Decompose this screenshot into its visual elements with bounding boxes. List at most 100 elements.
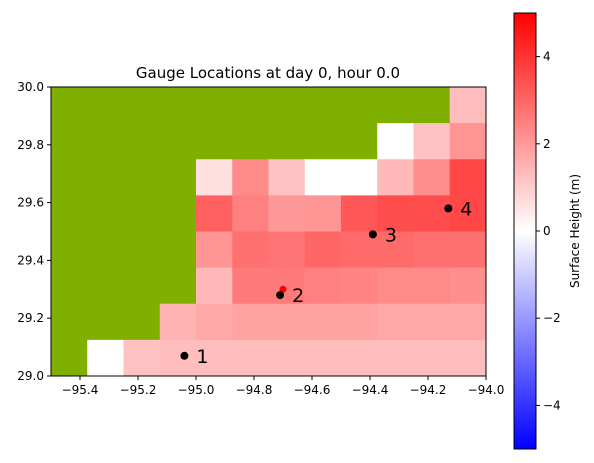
- land-cell: [87, 123, 124, 160]
- heatmap-cell: [413, 231, 451, 269]
- gauge-markers: 1 2 3 4: [180, 198, 472, 368]
- land-cell: [87, 303, 124, 341]
- land-cell: [123, 123, 161, 160]
- colorbar: −4 −2 0 2 4 Surface Height (m): [513, 12, 582, 450]
- heatmap-cell: [304, 303, 342, 341]
- colorbar-ticks: −4 −2 0 2 4: [536, 50, 561, 412]
- y-tick-label: 29.2: [17, 311, 44, 325]
- heatmap-cell: [159, 339, 197, 377]
- heatmap-cell: [377, 339, 414, 377]
- heatmap-cell: [268, 231, 306, 269]
- y-tick-label: 29.8: [17, 138, 44, 152]
- heatmap-cell: [449, 231, 487, 269]
- land-cell: [123, 159, 161, 196]
- colorbar-label: Surface Height (m): [568, 174, 582, 288]
- heatmap-cell: [232, 267, 269, 305]
- y-tick-label: 29.0: [17, 369, 44, 383]
- heatmap-cell: [196, 339, 233, 377]
- heatmap-cell: [304, 159, 342, 196]
- x-tick-label: −95.4: [62, 383, 99, 397]
- heatmap-cell: [123, 339, 161, 377]
- land-cell: [268, 123, 306, 160]
- heatmap-cell: [159, 303, 197, 341]
- land-cell: [159, 195, 197, 232]
- land-cell: [377, 87, 414, 124]
- heatmap-cell: [232, 159, 269, 196]
- heatmap-cell: [196, 267, 233, 305]
- chart-title: Gauge Locations at day 0, hour 0.0: [136, 64, 400, 82]
- heatmap-cell: [449, 267, 487, 305]
- plot-area: 1 2 3 4: [50, 86, 487, 377]
- heatmap-cell: [449, 303, 487, 341]
- heatmap-cell: [268, 159, 306, 196]
- heatmap-cell: [232, 231, 269, 269]
- heatmap-cell: [232, 339, 269, 377]
- land-cell: [87, 159, 124, 196]
- heatmap-cell: [377, 231, 414, 269]
- land-cell: [341, 123, 378, 160]
- heatmap-cell: [449, 87, 487, 124]
- x-tick-label: −94.2: [410, 383, 447, 397]
- heatmap-cell: [304, 231, 342, 269]
- heatmap-cell: [413, 195, 451, 232]
- land-cell: [87, 267, 124, 305]
- land-cell: [123, 303, 161, 341]
- heatmap-cell: [304, 267, 342, 305]
- heatmap-cell: [449, 159, 487, 196]
- land-cell: [159, 159, 197, 196]
- land-cell: [51, 339, 88, 377]
- heatmap-cell: [268, 267, 306, 305]
- heatmap-cell: [449, 339, 487, 377]
- gauge-label: 2: [292, 285, 304, 307]
- colorbar-gradient: [513, 12, 537, 450]
- heatmap-cell: [196, 231, 233, 269]
- heatmap-cell: [341, 159, 378, 196]
- x-tick-label: −94.0: [468, 383, 505, 397]
- gauge-marker: [180, 351, 189, 360]
- heatmap-cell: [341, 303, 378, 341]
- land-cell: [87, 87, 124, 124]
- land-cell: [87, 195, 124, 232]
- heatmap-cell: [341, 339, 378, 377]
- gauge-label: 4: [460, 198, 472, 220]
- y-tick-label: 30.0: [17, 80, 44, 94]
- land-cell: [51, 123, 88, 160]
- colorbar-tick-label: −2: [543, 311, 561, 325]
- y-tick-label: 29.6: [17, 196, 44, 210]
- land-cell: [51, 267, 88, 305]
- heatmap-cell: [413, 303, 451, 341]
- heatmap-cell: [196, 195, 233, 232]
- gauge-marker: [368, 230, 377, 239]
- land-cell: [159, 267, 197, 305]
- land-cell: [51, 159, 88, 196]
- heatmap-cell: [304, 339, 342, 377]
- gauge-label: 3: [385, 224, 397, 246]
- x-axis: −95.4 −95.2 −95.0 −94.8 −94.6 −94.4 −94.2 −94.0: [62, 376, 505, 397]
- heatmap-cell: [377, 303, 414, 341]
- heatmap-cell: [268, 303, 306, 341]
- heatmap-cell: [413, 123, 451, 160]
- heatmap-cells: [51, 87, 487, 377]
- y-axis: 29.0 29.2 29.4 29.6 29.8 30.0: [17, 80, 51, 383]
- land-cell: [51, 195, 88, 232]
- x-tick-label: −94.6: [294, 383, 331, 397]
- x-tick-label: −94.8: [236, 383, 273, 397]
- heatmap-cell: [377, 159, 414, 196]
- land-cell: [232, 87, 269, 124]
- y-tick-label: 29.4: [17, 253, 44, 267]
- x-tick-label: −95.0: [178, 383, 215, 397]
- heatmap-cell: [449, 123, 487, 160]
- heatmap-cell: [196, 159, 233, 196]
- colorbar-tick-label: −4: [543, 398, 561, 412]
- land-cell: [196, 87, 233, 124]
- land-cell: [304, 123, 342, 160]
- heatmap-cell: [413, 267, 451, 305]
- colorbar-tick-label: 4: [543, 50, 551, 64]
- land-cell: [123, 231, 161, 269]
- land-cell: [123, 87, 161, 124]
- land-cell: [413, 87, 451, 124]
- gauge-marker: [276, 291, 285, 300]
- colorbar-tick-label: 2: [543, 137, 551, 151]
- land-cell: [341, 87, 378, 124]
